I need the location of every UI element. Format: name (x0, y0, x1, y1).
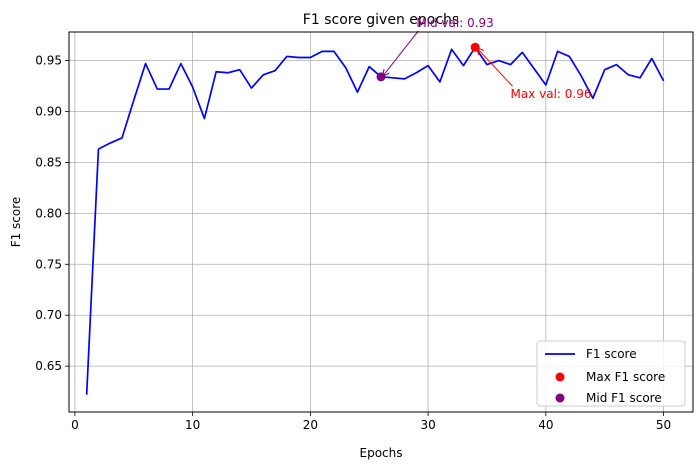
x-tick-label: 20 (303, 418, 318, 432)
legend-label-max: Max F1 score (586, 370, 665, 384)
y-tick-label: 0.90 (35, 104, 62, 118)
annotation-layer: Max val: 0.96 Mid val: 0.93 (383, 16, 592, 101)
x-tick-label: 30 (420, 418, 435, 432)
legend: F1 score Max F1 score Mid F1 score (536, 340, 686, 407)
x-tick-label: 40 (538, 418, 553, 432)
mid-annotation-label: Mid val: 0.93 (416, 16, 493, 30)
chart-title: F1 score given epochs (303, 12, 459, 28)
plot-frame (68, 31, 694, 413)
legend-marker-max (555, 372, 565, 382)
y-tick-label: 0.75 (35, 257, 62, 271)
y-tick-label: 0.65 (35, 359, 62, 373)
x-axis-label: Epochs (360, 446, 403, 460)
legend-marker-mid (555, 393, 565, 403)
mid-annotation-arrow (383, 30, 419, 76)
x-tick-label: 50 (656, 418, 671, 432)
y-tick-label: 0.95 (35, 54, 62, 68)
y-tick-label: 0.85 (35, 155, 62, 169)
max-annotation-label: Max val: 0.96 (511, 87, 592, 101)
max-annotation-arrow (477, 48, 513, 87)
legend-label-mid: Mid F1 score (586, 391, 662, 405)
x-tick-label: 10 (185, 418, 200, 432)
grid-lines (69, 32, 693, 412)
y-tick-label: 0.80 (35, 206, 62, 220)
max-f1-point (470, 42, 480, 52)
y-tick-label: 0.70 (35, 308, 62, 322)
axis-ticks: 0 10 20 30 40 50 0.65 0.70 0.75 0.80 0.85 0.90 0.95 (35, 54, 671, 432)
y-axis-label: F1 score (9, 197, 23, 248)
series-line-f1-score (85, 46, 665, 395)
legend-label-f1: F1 score (586, 347, 637, 361)
legend-box (536, 340, 686, 407)
x-tick-label: 0 (71, 418, 79, 432)
